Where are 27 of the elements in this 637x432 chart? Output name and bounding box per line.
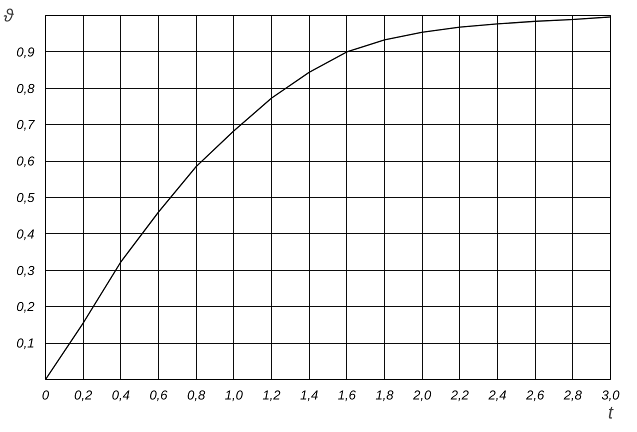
y-tick-label: 0,2 (16, 299, 36, 314)
x-axis-title: t (608, 402, 614, 422)
x-tick-label: 0 (42, 388, 50, 402)
y-tick-label: 0,3 (16, 262, 36, 278)
x-tick-label: 3,0 (601, 388, 620, 402)
x-tick-label: 1,0 (224, 388, 244, 402)
x-tick-label: 1,2 (262, 388, 282, 402)
y-tick-label: 0,5 (16, 190, 36, 205)
y-tick-label: 0,8 (16, 80, 36, 96)
x-tick-label: 1,6 (338, 388, 357, 402)
x-tick-label: 0,6 (149, 388, 168, 402)
x-tick-label: 0,2 (74, 388, 93, 402)
y-tick-label: 0,4 (16, 226, 35, 242)
x-tick-label: 2,0 (412, 388, 432, 402)
y-tick-label: 0,1 (16, 336, 35, 351)
x-tick-label: 0,4 (112, 388, 130, 402)
y-tick-label: 0,9 (16, 44, 35, 60)
x-tick-label: 2,6 (525, 388, 545, 402)
x-tick-label: 1,4 (300, 388, 318, 402)
x-tick-label: 2,8 (562, 388, 583, 402)
x-tick-label: 2,2 (450, 388, 470, 402)
y-axis-title: ϑ (4, 6, 15, 26)
x-tick-label: 1,8 (375, 388, 394, 402)
y-tick-label: 0,7 (16, 117, 36, 132)
y-tick-label: 0,6 (16, 154, 36, 169)
x-tick-label: 0,8 (187, 388, 206, 402)
x-tick-label: 2,4 (487, 388, 507, 402)
